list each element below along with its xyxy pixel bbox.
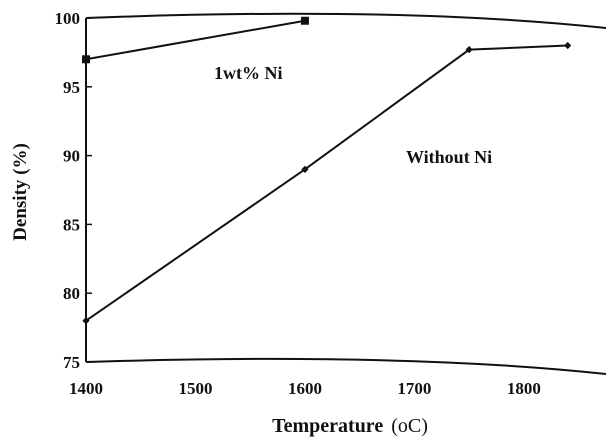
y-tick-label-95: 95 — [63, 78, 80, 97]
x-tick-label-1400: 1400 — [69, 379, 103, 398]
series-1-point-1 — [301, 165, 309, 173]
series-line-1 — [85, 44, 568, 322]
y-axis-ticks: 75 80 85 90 95 100 — [55, 9, 92, 372]
y-tick-label-80: 80 — [63, 284, 80, 303]
plot-frame — [85, 12, 607, 375]
y-tick-label-85: 85 — [63, 215, 80, 234]
series-0-point-0 — [82, 55, 90, 64]
series-1-point-3 — [564, 41, 572, 50]
x-axis-label-name: Temperature — [272, 415, 383, 437]
x-axis-label-unit: (oC) — [391, 415, 428, 437]
annotation-without-ni: Without Ni — [406, 147, 492, 167]
y-tick-label-90: 90 — [63, 147, 80, 166]
x-tick-label-1700: 1700 — [397, 379, 431, 398]
x-tick-label-1500: 1500 — [178, 379, 212, 398]
series-1-point-2 — [465, 46, 473, 54]
x-tick-label-1600: 1600 — [288, 379, 322, 398]
x-axis-label: Temperature (oC) — [272, 415, 428, 437]
series-0-point-1 — [300, 16, 309, 25]
x-tick-label-1800: 1800 — [507, 379, 541, 398]
series-line-0 — [85, 19, 306, 61]
frame-top-edge — [85, 12, 607, 29]
annotation-1wt-ni: 1wt% Ni — [214, 63, 283, 83]
y-tick-label-100: 100 — [55, 9, 81, 28]
x-axis-ticks: 1400 1500 1600 1700 1800 — [69, 379, 541, 398]
frame-bottom-edge — [85, 357, 607, 375]
y-tick-label-75: 75 — [63, 353, 80, 372]
data-series — [82, 16, 572, 325]
series-1-point-0 — [82, 317, 90, 325]
y-axis-label: Density (%) — [10, 143, 31, 241]
